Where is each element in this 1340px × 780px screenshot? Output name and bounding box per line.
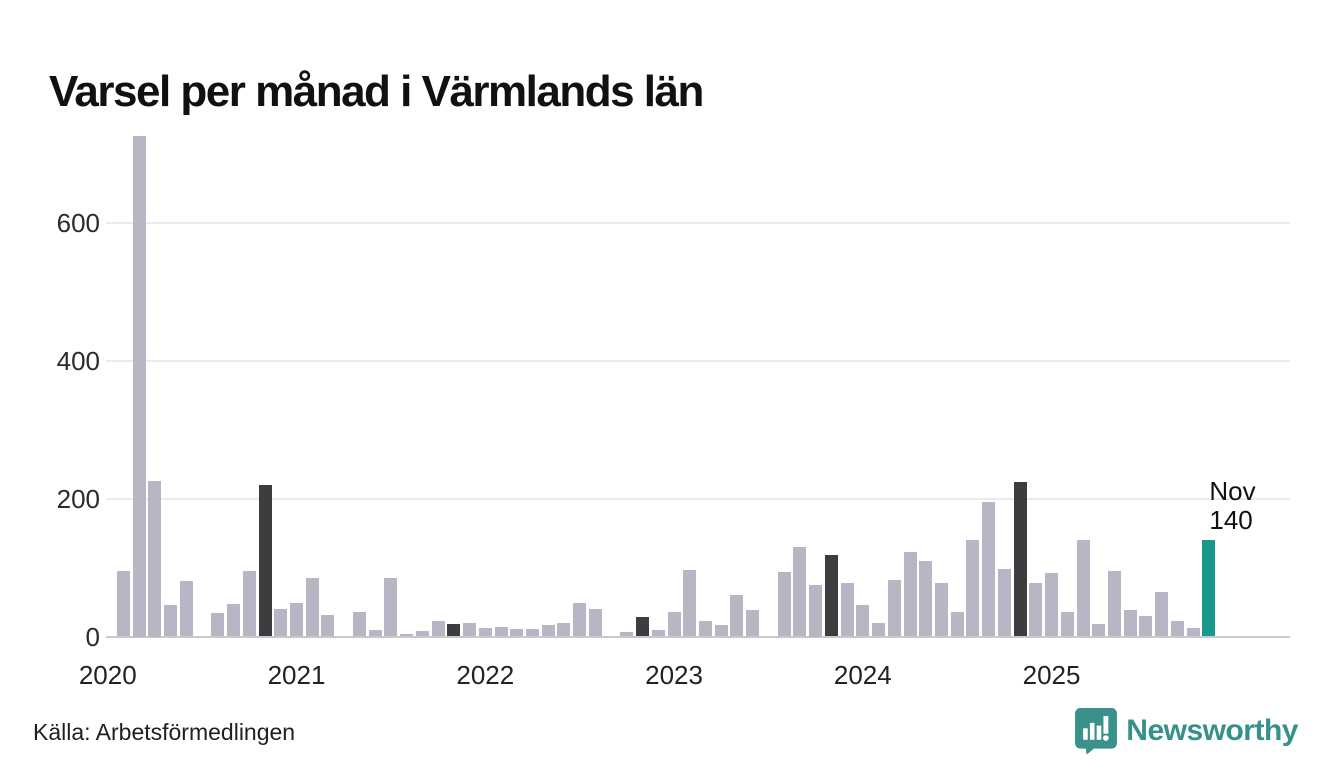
x-axis-year-label: 2020 [78, 660, 137, 690]
bar-month [463, 622, 477, 637]
bar-month [903, 551, 917, 637]
page-title: Varsel per månad i Värmlands län [49, 67, 704, 117]
bar-month [1123, 609, 1137, 637]
bar-month [1029, 582, 1043, 637]
bar-month [400, 634, 414, 637]
x-axis-line [106, 635, 1290, 638]
bar-november-highlight [824, 555, 838, 637]
bar-month [148, 481, 162, 637]
bar-month [117, 570, 130, 637]
bar-month [274, 608, 288, 637]
bar-month [997, 568, 1011, 637]
bar-month [1076, 539, 1090, 637]
source-caption: Källa: Arbetsförmedlingen [33, 719, 296, 745]
bar-month [525, 628, 539, 637]
bar-month [982, 501, 996, 637]
y-axis-tick-label: 400 [56, 345, 100, 376]
y-axis-tick-label: 0 [85, 621, 100, 652]
bar-november-highlight [1013, 481, 1027, 637]
bar-month [1060, 612, 1074, 637]
bar-month [1107, 570, 1121, 637]
bar-month [683, 569, 697, 637]
bar-month [809, 584, 823, 637]
bar-month [1045, 573, 1059, 637]
bar-month [211, 613, 225, 637]
bar-month [714, 625, 728, 637]
bar-month [919, 560, 933, 637]
bar-month [1092, 624, 1106, 637]
bar-month [777, 571, 791, 637]
bar-month [1155, 592, 1169, 637]
newsworthy-logo[interactable]: Newsworthy [1075, 708, 1298, 754]
bar-month [431, 620, 445, 637]
bar-month [588, 608, 602, 637]
bar-month [478, 628, 492, 637]
bar-month [1186, 627, 1200, 637]
bar-month [620, 631, 634, 637]
x-axis-year-label: 2023 [645, 660, 703, 690]
x-axis-year-label: 2022 [456, 660, 515, 690]
bar-month [573, 602, 587, 637]
bar-month [966, 539, 980, 637]
bar-month [1139, 615, 1153, 637]
bar-month [290, 602, 304, 637]
bar-month [872, 622, 886, 637]
bar-month [227, 604, 241, 637]
bar-month [651, 630, 665, 637]
bar-month [746, 609, 760, 637]
gridline [106, 497, 1290, 500]
bar-month [305, 577, 319, 637]
annotation-month-label: Nov [1209, 475, 1256, 506]
x-axis-year-label: 2025 [1022, 660, 1081, 690]
bar-november-highlight [447, 624, 461, 637]
gridline [106, 221, 1290, 224]
bar-month [164, 605, 178, 637]
x-axis-year-label: 2021 [267, 660, 326, 690]
newsworthy-wordmark: Newsworthy [1126, 714, 1298, 747]
bar-month [557, 623, 571, 637]
bar-month [132, 136, 146, 637]
bar-current-month [1202, 539, 1216, 637]
newsworthy-speech-bubble-chart-icon [1075, 708, 1118, 754]
bar-month [415, 630, 429, 637]
bar-month [730, 595, 744, 637]
bar-month [950, 612, 964, 637]
x-axis-year-label: 2024 [833, 660, 892, 690]
bar-month [667, 612, 681, 637]
y-axis-tick-label: 200 [56, 483, 100, 514]
bar-month [541, 624, 555, 637]
bar-month [840, 582, 854, 637]
bar-month [510, 628, 524, 637]
bar-month [856, 605, 870, 637]
bar-month [368, 630, 382, 637]
annotation-value-label: 140 [1209, 504, 1253, 535]
bar-month [1170, 620, 1184, 637]
bar-month [352, 612, 366, 637]
bar-month [887, 579, 901, 637]
bar-month [384, 577, 398, 637]
bar-month [321, 615, 335, 637]
bar-month [179, 581, 193, 637]
y-axis-tick-label: 600 [56, 207, 100, 238]
bar-month [494, 626, 508, 637]
bar-month [934, 582, 948, 637]
gridline [106, 359, 1290, 362]
bar-november-highlight [636, 617, 650, 637]
bar-month [793, 546, 807, 637]
current-value-annotation: Nov 140 [1209, 475, 1256, 535]
bar-month [699, 621, 712, 637]
bar-month [242, 570, 256, 637]
bar-november-highlight [258, 484, 272, 637]
